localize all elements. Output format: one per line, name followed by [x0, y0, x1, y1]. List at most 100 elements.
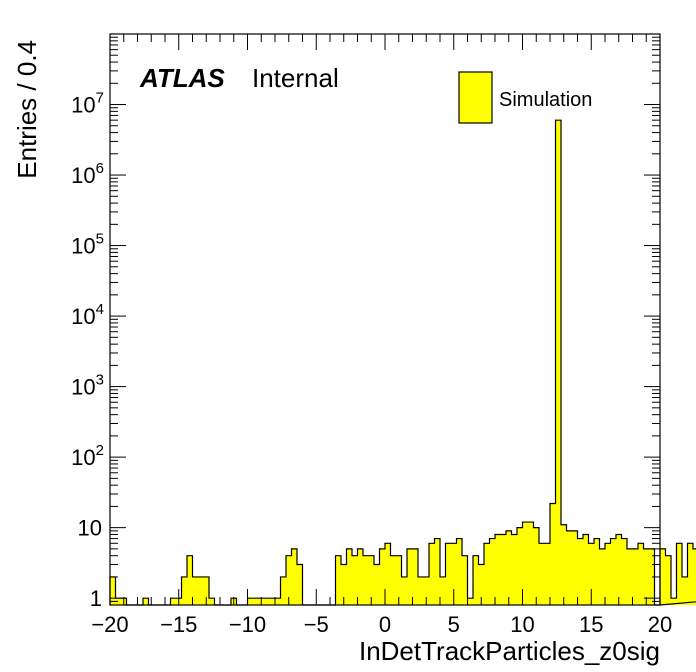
histogram-bar [500, 534, 506, 605]
histogram-bar [445, 543, 451, 605]
histogram-bar [143, 598, 149, 605]
histogram-bars [110, 120, 696, 606]
legend-label-simulation: Simulation [499, 89, 592, 111]
histogram-bar [517, 527, 523, 605]
y-tick-label: 10 [78, 516, 102, 541]
histogram-bar [396, 555, 402, 605]
x-tick-label: 0 [379, 612, 391, 637]
histogram-bar [572, 530, 578, 605]
histogram-bar [550, 503, 556, 605]
histogram-bar [682, 576, 688, 605]
histogram-bar [693, 548, 696, 605]
histogram-bar [583, 534, 589, 605]
histogram-bar [429, 543, 435, 605]
histogram-bar [632, 548, 638, 605]
histogram-bar [187, 555, 193, 605]
histogram-bar [478, 564, 484, 605]
x-tick-label: 20 [648, 612, 672, 637]
x-tick-label: −10 [229, 612, 266, 637]
histogram-bar [456, 538, 462, 605]
y-tick-label: 102 [71, 442, 104, 470]
histogram-outline [109, 119, 696, 606]
histogram-bar [566, 530, 572, 605]
histogram-bar [522, 522, 528, 605]
histogram-bar [610, 538, 616, 605]
y-axis-ticks [110, 33, 660, 606]
histogram-bar [544, 543, 550, 605]
histogram-bar [115, 598, 121, 605]
histogram-bar [341, 564, 347, 605]
histogram-bar [203, 576, 209, 605]
histogram-bar [451, 543, 457, 605]
histogram-bar [335, 555, 341, 605]
y-axis-tick-labels: 1 10 102 103 104 105 106 107 [71, 90, 104, 612]
histogram-bar [594, 538, 600, 605]
histogram-bar [423, 576, 429, 605]
histogram-bar [434, 538, 440, 605]
histogram-bar [110, 576, 116, 605]
histogram-bar [555, 120, 561, 606]
histogram-bar [577, 538, 583, 605]
histogram-bar [484, 543, 490, 605]
histogram-bar [363, 555, 369, 605]
histogram-bar [269, 598, 275, 605]
histogram-bar [489, 538, 495, 605]
legend-swatch-simulation [458, 71, 493, 124]
histogram-bar [665, 555, 671, 605]
x-tick-label: −20 [91, 612, 128, 637]
histogram-bar [346, 548, 352, 605]
histogram-bar [170, 598, 176, 605]
histogram-bar [660, 548, 666, 605]
histogram-bar [561, 524, 567, 605]
histogram-bar [297, 564, 303, 605]
histogram-bar [473, 555, 479, 605]
histogram-bar [275, 598, 281, 605]
histogram-bar [253, 598, 259, 605]
histogram-bar [379, 548, 385, 605]
x-tick-label: 15 [579, 612, 603, 637]
histogram-bar [357, 548, 363, 605]
histogram-bar [390, 555, 396, 605]
atlas-label: ATLAS [139, 63, 225, 93]
y-tick-label: 105 [71, 231, 104, 259]
histogram-bar [643, 548, 649, 605]
histogram-bar [418, 576, 424, 605]
y-tick-label: 107 [71, 90, 104, 118]
legend: Simulation [458, 71, 592, 124]
histogram-bar [247, 598, 253, 605]
y-tick-label: 103 [71, 372, 104, 400]
histogram-bar [506, 530, 512, 605]
x-tick-label: 10 [510, 612, 534, 637]
histogram-bar [440, 576, 446, 605]
histogram-bar [511, 534, 517, 605]
histogram-bar [407, 548, 413, 605]
histogram-bar [616, 534, 622, 605]
histogram-bar [528, 522, 534, 605]
histogram-bar [676, 543, 682, 605]
y-axis-title: Entries / 0.4 [12, 40, 42, 179]
histogram-bar [412, 548, 418, 605]
histogram-bar [627, 548, 633, 605]
histogram-bar [374, 564, 380, 605]
x-tick-label: 5 [448, 612, 460, 637]
histogram-bar [638, 543, 644, 605]
x-axis-title: InDetTrackParticles_z0sig [359, 636, 660, 666]
histogram-bar [539, 543, 545, 605]
y-tick-label: 104 [71, 301, 104, 329]
histogram-bar [687, 543, 693, 605]
histogram-bar [198, 576, 204, 605]
histogram-bar [291, 548, 297, 605]
x-axis-ticks [109, 34, 661, 605]
histogram-bar [649, 548, 655, 605]
histogram-bar [671, 598, 677, 605]
histogram-bar [401, 576, 407, 605]
histogram-bar [599, 548, 605, 605]
histogram-bar [280, 576, 286, 605]
histogram-bar [286, 555, 292, 605]
histogram-bar [495, 534, 501, 605]
x-axis-tick-labels: −20 −15 −10 −5 0 5 10 15 20 [91, 612, 672, 637]
x-tick-label: −5 [304, 612, 329, 637]
x-tick-label: −15 [160, 612, 197, 637]
y-tick-label: 106 [71, 160, 104, 188]
